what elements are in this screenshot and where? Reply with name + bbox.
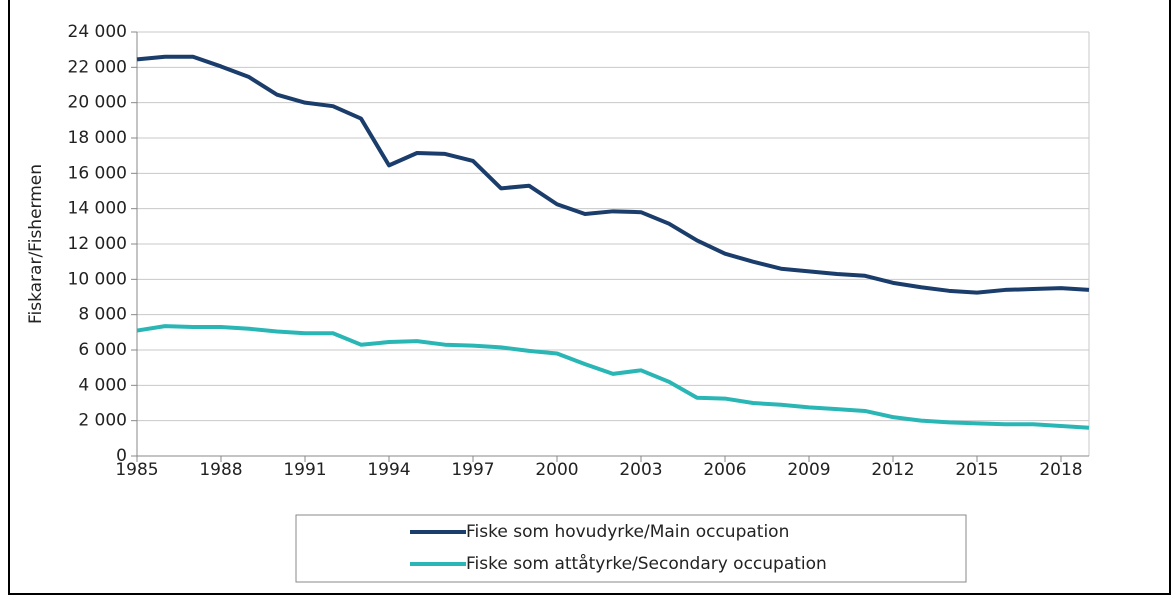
y-tick-label: 12 000 [68,234,127,254]
x-tick-label: 2018 [1039,460,1082,480]
x-tick-label: 2003 [619,460,662,480]
x-tick-label: 2006 [703,460,746,480]
x-tick-label: 1994 [367,460,410,480]
x-tick-label: 2000 [535,460,578,480]
x-tick-label: 2009 [787,460,830,480]
y-tick-label: 20 000 [68,93,127,113]
series-line [136,324,1090,430]
legend-label: Fiske som hovudyrke/Main occupation [466,522,789,542]
y-tick-label: 24 000 [68,22,127,42]
y-tick-label: 2 000 [78,411,127,431]
x-tick-label: 1988 [199,460,242,480]
y-tick-label: 8 000 [78,305,127,325]
x-tick-label: 2015 [955,460,998,480]
y-tick-label: 6 000 [78,340,127,360]
y-tick-label: 14 000 [68,199,127,219]
x-tick-label: 1985 [115,460,158,480]
series-line [136,54,1090,295]
frame [8,0,1171,595]
legend [295,514,967,583]
y-tick-label: 10 000 [68,269,127,289]
y-tick-label: 4 000 [78,375,127,395]
y-tick-label: 16 000 [68,163,127,183]
y-tick-label: 0 [116,446,127,466]
x-tick-label: 1991 [283,460,326,480]
legend-label: Fiske som attåtyrke/Secondary occupation [466,553,827,574]
y-axis-label: Fiskarar/Fishermen [26,164,46,324]
y-tick-label: 18 000 [68,128,127,148]
y-tick-label: 22 000 [68,57,127,77]
x-tick-label: 2012 [871,460,914,480]
x-tick-label: 1997 [451,460,494,480]
